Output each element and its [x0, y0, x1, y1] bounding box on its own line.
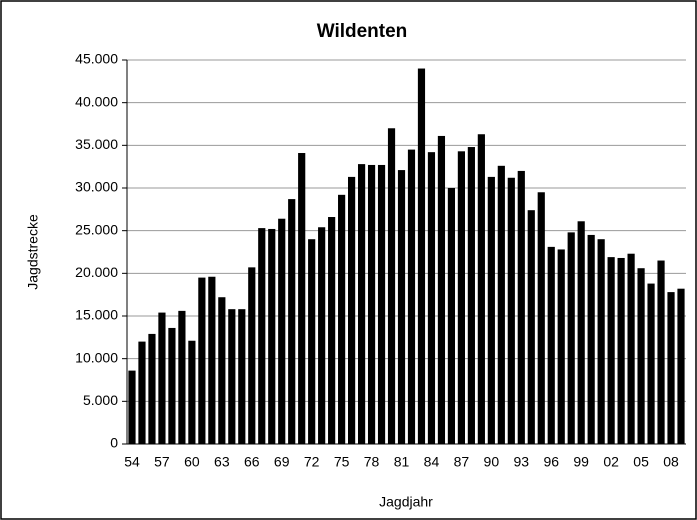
- bar: [248, 267, 256, 444]
- bar: [597, 239, 605, 444]
- bar: [537, 192, 545, 444]
- bar: [637, 268, 645, 444]
- y-tick-label: 5.000: [83, 392, 118, 408]
- bar: [487, 176, 495, 444]
- bar: [417, 68, 426, 445]
- bar: [437, 135, 446, 445]
- x-tick-label: 63: [214, 454, 230, 470]
- bar: [407, 149, 416, 444]
- bar: [168, 327, 176, 444]
- chart-title: Wildenten: [317, 21, 408, 42]
- x-axis-title: Jagdjahr: [379, 494, 433, 510]
- y-tick-label: 30.000: [75, 179, 118, 195]
- x-tick-label: 78: [364, 454, 380, 470]
- x-tick-label: 75: [334, 454, 350, 470]
- x-tick-label: 54: [124, 454, 140, 470]
- bar: [298, 153, 306, 444]
- y-axis-title: Jagdstrecke: [25, 214, 41, 290]
- y-tick-label: 45.000: [75, 51, 118, 67]
- bar: [348, 176, 356, 444]
- bar: [587, 234, 595, 444]
- bar: [607, 257, 615, 444]
- bar: [497, 165, 505, 444]
- x-tick-label: 08: [663, 454, 679, 470]
- y-tick-label: 25.000: [75, 221, 118, 237]
- x-tick-label: 87: [454, 454, 470, 470]
- x-tick-label: 69: [274, 454, 290, 470]
- bar: [318, 227, 326, 444]
- bar: [557, 249, 565, 444]
- x-tick-label: 81: [394, 454, 410, 470]
- bar: [477, 134, 485, 445]
- x-tick-label: 93: [514, 454, 530, 470]
- bar: [617, 257, 625, 444]
- bar: [208, 276, 216, 444]
- bar: [268, 228, 276, 444]
- x-tick-label: 96: [543, 454, 559, 470]
- bar: [567, 232, 575, 444]
- bar: [677, 288, 685, 444]
- x-tick-label: 66: [244, 454, 260, 470]
- bar: [178, 310, 186, 444]
- bar: [258, 228, 266, 444]
- bar: [627, 253, 635, 444]
- y-tick-label: 0: [110, 435, 118, 451]
- x-tick-label: 60: [184, 454, 200, 470]
- y-tick-label: 15.000: [75, 307, 118, 323]
- bar: [377, 164, 386, 444]
- y-tick-label: 10.000: [75, 349, 118, 365]
- bar: [338, 194, 346, 444]
- x-tick-label: 05: [633, 454, 649, 470]
- bar: [397, 170, 406, 444]
- bar: [308, 239, 316, 444]
- y-tick-label: 35.000: [75, 136, 118, 152]
- bar: [517, 170, 525, 444]
- bar: [507, 177, 515, 444]
- bar: [288, 199, 296, 444]
- bar: [457, 151, 465, 444]
- x-tick-label: 99: [573, 454, 589, 470]
- bar: [278, 218, 286, 444]
- x-tick-label: 02: [603, 454, 619, 470]
- x-tick-label: 90: [484, 454, 500, 470]
- x-tick-label: 84: [424, 454, 440, 470]
- x-tick-label: 57: [154, 454, 170, 470]
- bar: [228, 309, 236, 444]
- bar: [367, 164, 376, 444]
- bar: [547, 246, 555, 444]
- bar: [527, 210, 535, 444]
- bar: [218, 297, 226, 444]
- bar: [647, 283, 655, 444]
- y-tick-label: 20.000: [75, 264, 118, 280]
- bar: [148, 333, 156, 444]
- bar: [158, 312, 166, 444]
- bar: [657, 260, 665, 444]
- bar: [467, 147, 475, 445]
- y-tick-label: 40.000: [75, 93, 118, 109]
- x-tick-label: 72: [304, 454, 320, 470]
- bar: [387, 128, 396, 444]
- bar: [427, 152, 436, 444]
- bar: [357, 164, 366, 444]
- bar: [188, 340, 196, 444]
- bar: [667, 292, 675, 444]
- bar: [577, 221, 585, 444]
- bar: [198, 277, 206, 444]
- bar: [238, 309, 246, 444]
- bar: [128, 370, 136, 444]
- bar: [447, 188, 456, 444]
- bar: [328, 217, 336, 444]
- bar: [138, 341, 146, 444]
